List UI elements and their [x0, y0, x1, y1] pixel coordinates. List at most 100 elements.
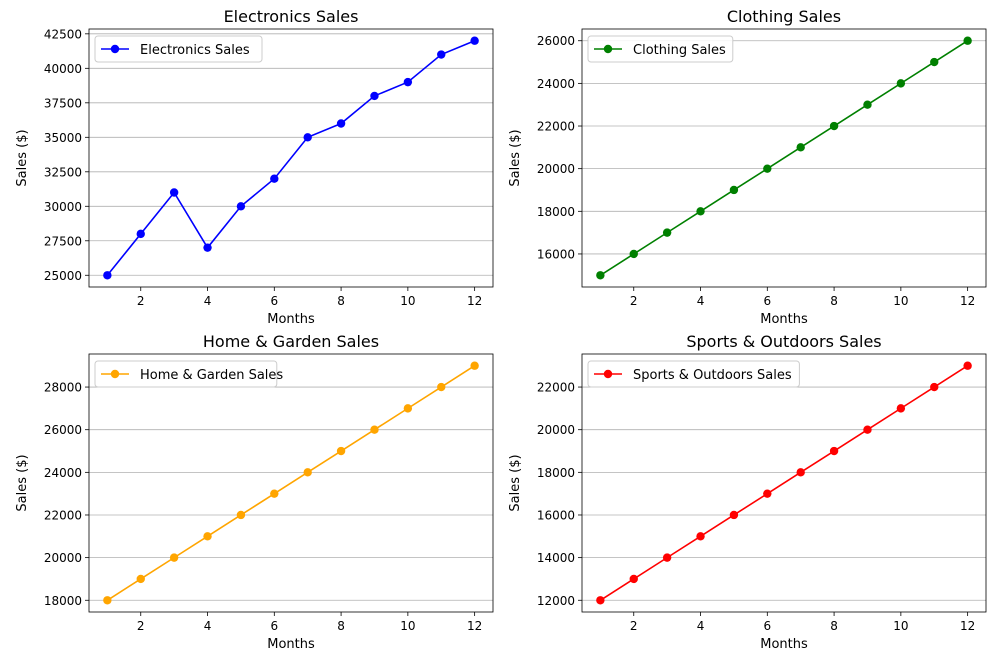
chart-3: 18000 20000 22000 24000 26000 28000 2 4 6 8 10 12 Ho…: [15, 332, 494, 652]
chart-4-point-5: [729, 510, 739, 520]
chart-2-series-line-clothing-sales: [599, 40, 969, 276]
chart-4-axes-frame: [581, 353, 987, 613]
chart-1-point-10: [403, 77, 413, 87]
chart-3-x-tick-label: 12: [467, 619, 482, 633]
chart-2: 16000 18000 20000 22000 24000 26000 2 4 6 8 10 12 Cl…: [508, 7, 987, 327]
chart-1-point-6: [270, 174, 279, 183]
chart-1-x-tick-label: 12: [467, 294, 482, 308]
chart-4-x-tick-label: 12: [960, 619, 975, 633]
chart-4-x-tick-label: 2: [630, 619, 638, 633]
chart-4-x-tick-label: 10: [893, 619, 908, 633]
chart-4-x-tick-label: 8: [830, 619, 838, 633]
chart-2-x-tick-label: 2: [630, 294, 638, 308]
chart-1-point-8: [336, 119, 346, 128]
chart-1-point-5: [236, 202, 246, 211]
chart-2-x-tick-label: 10: [893, 294, 908, 308]
chart-1-y-axis-label: Sales ($): [15, 129, 30, 186]
chart-3-point-10: [403, 404, 413, 413]
chart-2-point-7: [796, 143, 805, 152]
chart-2-x-tick-label: 6: [763, 294, 771, 308]
chart-4-title: Sports & Outdoors Sales: [686, 332, 881, 351]
chart-2-y-tick-label: 22000: [537, 120, 575, 134]
chart-2-y-tick-label: 26000: [537, 34, 575, 48]
chart-1-legend: [94, 35, 263, 63]
chart-2-point-6: [763, 164, 772, 173]
chart-4-legend: [587, 360, 800, 388]
chart-4-point-11: [930, 382, 939, 392]
chart-1-axes-frame: [88, 28, 494, 288]
chart-3-y-tick-label: 22000: [44, 508, 82, 522]
chart-3-x-axis-label: Months: [267, 637, 315, 652]
chart-2-x-tick-label: 12: [960, 294, 975, 308]
chart-3-title: Home & Garden Sales: [203, 332, 379, 351]
chart-3-point-6: [270, 489, 279, 498]
chart-2-point-9: [863, 100, 872, 109]
chart-2-x-axis-label: Months: [760, 312, 808, 327]
chart-3-axes-frame: [88, 353, 494, 613]
chart-1-x-tick-label: 8: [337, 294, 345, 308]
chart-4-point-10: [896, 404, 906, 413]
chart-1-point-12: [470, 36, 479, 45]
chart-1-x-tick-label: 6: [270, 294, 278, 308]
chart-3-x-tick-label: 2: [137, 619, 145, 633]
chart-4-point-4: [696, 532, 705, 541]
chart-1-point-1: [103, 271, 112, 280]
chart-3-point-11: [437, 382, 446, 392]
chart-4-y-tick-label: 18000: [537, 466, 575, 480]
chart-1-y-tick-label: 37500: [44, 96, 82, 110]
chart-1-x-axis-label: Months: [267, 312, 315, 327]
chart-4-series-line-sports-and-outdoors-sales: [599, 365, 969, 601]
chart-4-point-2: [629, 574, 638, 584]
chart-4-x-tick-label: 6: [763, 619, 771, 633]
chart-4-point-9: [863, 425, 872, 434]
chart-3-y-tick-label: 26000: [44, 423, 82, 437]
chart-4-point-7: [796, 468, 805, 477]
chart-2-point-11: [930, 57, 939, 67]
chart-1-legend-label: Electronics Sales: [140, 43, 250, 58]
chart-1-y-tick-label: 27500: [44, 234, 82, 248]
chart-2-x-tick-label: 8: [830, 294, 838, 308]
chart-3-y-tick-label: 20000: [44, 551, 82, 565]
chart-3-x-tick-label: 8: [337, 619, 345, 633]
chart-2-y-tick-label: 16000: [537, 247, 575, 261]
chart-3-point-3: [169, 553, 179, 562]
chart-4-x-axis-label: Months: [760, 637, 808, 652]
chart-1-legend-marker: [110, 44, 120, 54]
chart-3-y-tick-label: 28000: [44, 381, 82, 395]
chart-3-x-tick-label: 4: [204, 619, 212, 633]
chart-1-y-tick-label: 30000: [44, 200, 82, 214]
chart-3-point-8: [336, 446, 346, 456]
chart-2-y-tick-label: 20000: [537, 162, 575, 176]
chart-2-legend: [587, 35, 734, 63]
chart-1-point-11: [437, 50, 446, 59]
chart-1-point-7: [303, 133, 312, 142]
chart-4-x-tick-label: 4: [697, 619, 705, 633]
chart-4-point-3: [662, 553, 672, 562]
chart-3-point-7: [303, 468, 312, 477]
chart-3-y-axis-label: Sales ($): [15, 454, 30, 511]
chart-4-y-tick-label: 20000: [537, 423, 575, 437]
chart-4: 12000 14000 16000 18000 20000 22000 2 4 6 8 10 12 Sp…: [508, 332, 987, 652]
chart-4-point-6: [763, 489, 772, 498]
chart-1-series-line-electronics-sales: [106, 39, 475, 276]
chart-2-point-5: [729, 185, 739, 195]
chart-1-point-2: [136, 229, 145, 239]
chart-2-y-tick-label: 18000: [537, 205, 575, 219]
chart-2-point-10: [896, 79, 906, 88]
chart-4-y-axis-label: Sales ($): [508, 454, 523, 511]
chart-3-point-9: [370, 425, 379, 434]
chart-2-point-4: [696, 207, 705, 216]
chart-3-legend-label: Home & Garden Sales: [140, 368, 283, 383]
chart-3-x-tick-label: 10: [400, 619, 415, 633]
chart-3-legend: [94, 360, 278, 388]
chart-2-point-1: [596, 271, 605, 280]
chart-1-y-tick-label: 40000: [44, 62, 82, 76]
chart-1-y-tick-label: 32500: [44, 165, 82, 179]
chart-4-point-1: [596, 596, 605, 605]
chart-1: 25000 27500 30000 32500 35000 37500 40000 42500…: [15, 7, 494, 327]
chart-3-point-2: [136, 574, 145, 584]
chart-4-y-tick-label: 12000: [537, 594, 575, 608]
chart-2-axes-frame: [581, 28, 987, 288]
chart-1-y-tick-label: 25000: [44, 269, 82, 283]
